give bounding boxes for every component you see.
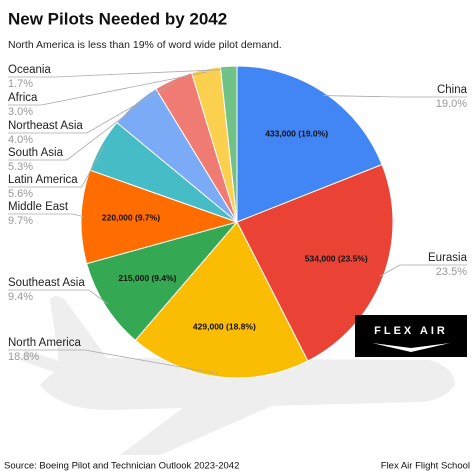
leader-line: [8, 71, 207, 106]
legend-value: 5.3%: [8, 161, 33, 173]
legend-label: Latin America: [8, 174, 78, 186]
legend-label: Oceania: [8, 64, 51, 76]
legend-label: Africa: [8, 92, 38, 104]
legend-label: China: [437, 84, 468, 96]
plane-illustration: [20, 296, 455, 455]
legend-value: 9.4%: [8, 291, 33, 303]
legend-value: 9.7%: [8, 215, 33, 227]
legend-value: 5.6%: [8, 188, 33, 200]
leader-line: [8, 82, 175, 134]
legend-label: Eurasia: [428, 252, 468, 264]
source: Source: Boeing Pilot and Technician Outl…: [4, 461, 239, 472]
legend-label: North America: [8, 337, 81, 349]
chart-title: New Pilots Needed by 2042: [8, 9, 227, 28]
leader-line: [322, 95, 467, 98]
legend-value: 3.0%: [8, 106, 33, 118]
slice-label: 534,000 (23.5%): [305, 254, 368, 264]
legend-label: South Asia: [8, 147, 64, 159]
slice-label: 215,000 (9.4%): [118, 273, 176, 283]
pie-slice: [236, 65, 383, 223]
credit: Flex Air Flight School: [381, 461, 470, 472]
pie: 433,000 (19.0%) China 19.0% 534,000 (23.5%)…: [8, 64, 468, 379]
leader-line: [8, 106, 138, 161]
legend-value: 19.0%: [436, 98, 467, 110]
leader-line: [8, 146, 105, 188]
logo-mark: [372, 343, 450, 352]
leader-line: [8, 213, 85, 218]
legend-label: Southeast Asia: [8, 277, 85, 289]
leader-line: [8, 68, 229, 78]
pie-slice: [236, 163, 394, 362]
slice-label: 220,000 (9.7%): [102, 213, 160, 223]
legend-value: 18.8%: [8, 351, 39, 363]
pie-slice: [86, 221, 239, 342]
legend-value: 4.0%: [8, 134, 33, 146]
leader-line: [379, 264, 467, 277]
leader-line: [8, 349, 219, 375]
legend-label: Northeast Asia: [8, 120, 83, 132]
pie-slice: [134, 221, 309, 379]
legend-value: 1.7%: [8, 78, 33, 90]
chart-subtitle: North America is less than 19% of word w…: [8, 39, 282, 51]
pie-slice: [219, 65, 238, 223]
legend-label: Middle East: [8, 201, 69, 213]
legend-value: 23.5%: [436, 266, 467, 278]
leader-line: [8, 289, 109, 305]
slice-label: 429,000 (18.8%): [193, 322, 256, 332]
logo-text: FLEX AIR: [374, 325, 448, 337]
slice-label: 433,000 (19.0%): [265, 129, 328, 139]
